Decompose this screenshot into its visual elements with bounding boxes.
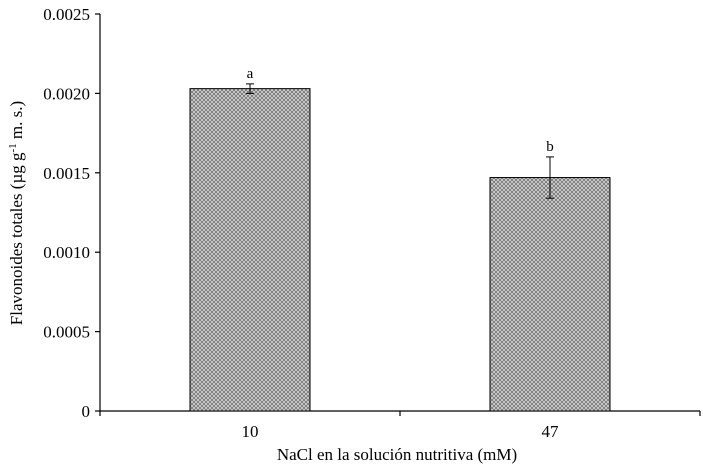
- y-axis-label-sup: -1: [7, 143, 19, 152]
- y-tick-label: 0.0025: [43, 5, 90, 24]
- x-tick-label: 10: [242, 422, 259, 441]
- x-tick-label: 47: [542, 422, 560, 441]
- y-axis-label-part: m. s.): [7, 101, 26, 144]
- y-tick-label: 0.0015: [43, 164, 90, 183]
- y-tick-label: 0.0010: [43, 243, 90, 262]
- y-tick-label: 0.0005: [43, 323, 90, 342]
- annotation: a: [247, 66, 254, 82]
- y-axis-label-part: Flavonoides totales (µg g: [7, 152, 26, 325]
- x-axis-label: NaCl en la solución nutritiva (mM): [277, 445, 517, 464]
- annotation: b: [546, 139, 554, 155]
- y-axis-label: Flavonoides totales (µg g-1 m. s.): [7, 101, 26, 325]
- y-tick-label: 0.0020: [43, 84, 90, 103]
- y-tick-label: 0: [82, 402, 91, 421]
- bar: [489, 177, 611, 412]
- bar: [189, 88, 311, 412]
